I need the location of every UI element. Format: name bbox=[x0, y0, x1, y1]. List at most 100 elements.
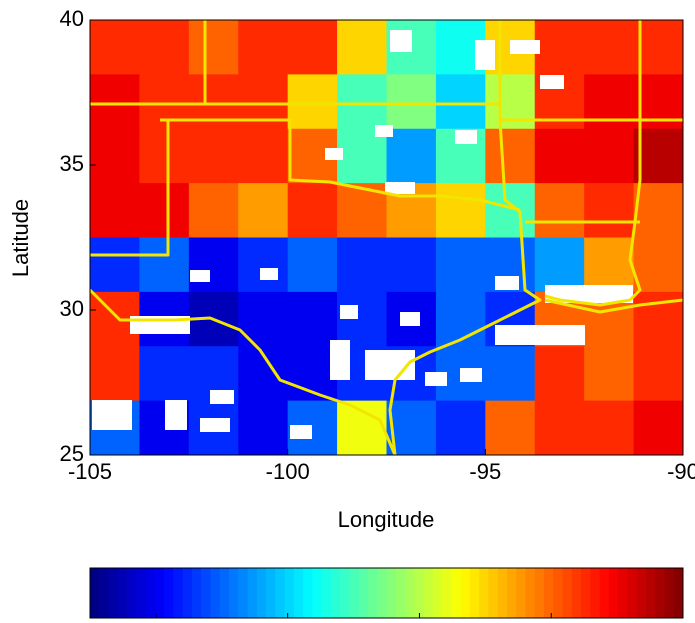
colorbar-swatch bbox=[182, 568, 193, 618]
colorbar-swatch bbox=[303, 568, 313, 618]
heatmap-cell bbox=[90, 128, 140, 184]
x-tick-label: -105 bbox=[68, 459, 112, 484]
colorbar-swatch bbox=[432, 568, 443, 618]
heatmap-cell bbox=[435, 183, 486, 238]
x-tick-label: -90 bbox=[667, 459, 695, 484]
heatmap-cell bbox=[435, 400, 486, 456]
colorbar-swatch bbox=[451, 568, 462, 618]
colorbar-swatch bbox=[599, 568, 610, 618]
x-tick-label: -100 bbox=[266, 459, 310, 484]
colorbar bbox=[90, 568, 684, 618]
colorbar-swatch bbox=[90, 568, 100, 618]
missing-data bbox=[510, 40, 540, 54]
colorbar-swatch bbox=[673, 568, 684, 618]
colorbar-swatch bbox=[618, 568, 628, 618]
colorbar-swatch bbox=[571, 568, 582, 618]
missing-data bbox=[340, 305, 358, 319]
colorbar-swatch bbox=[534, 568, 545, 618]
heatmap-cell bbox=[633, 237, 684, 293]
colorbar-swatch bbox=[173, 568, 184, 618]
heatmap-cell bbox=[238, 237, 289, 293]
colorbar-swatch bbox=[127, 568, 137, 618]
colorbar-swatch bbox=[117, 568, 128, 618]
colorbar-swatch bbox=[349, 568, 360, 618]
heatmap-cell bbox=[188, 128, 239, 184]
colorbar-swatch bbox=[479, 568, 489, 618]
heatmap-cell bbox=[337, 74, 387, 130]
heatmap-cell bbox=[287, 74, 338, 130]
heatmap-cell bbox=[139, 128, 190, 184]
colorbar-swatch bbox=[367, 568, 378, 618]
colorbar-swatch bbox=[164, 568, 174, 618]
colorbar-swatch bbox=[664, 568, 675, 618]
y-axis-label: Latitude bbox=[8, 199, 33, 277]
x-axis-label: Longitude bbox=[338, 507, 435, 532]
missing-data bbox=[455, 130, 477, 144]
colorbar-swatch bbox=[228, 568, 239, 618]
colorbar-swatch bbox=[590, 568, 601, 618]
colorbar-swatch bbox=[655, 568, 665, 618]
colorbar-swatch bbox=[386, 568, 397, 618]
border bbox=[544, 20, 642, 307]
colorbar-swatch bbox=[293, 568, 304, 618]
missing-data bbox=[200, 418, 230, 432]
y-tick-label: 35 bbox=[60, 151, 84, 176]
heatmap-cell bbox=[584, 237, 635, 293]
missing-data bbox=[210, 390, 234, 404]
heatmap-cell bbox=[238, 128, 289, 184]
heatmap-cell bbox=[386, 128, 437, 184]
heatmap-cell bbox=[386, 237, 437, 293]
heatmap-cell bbox=[485, 400, 536, 456]
colorbar-swatch bbox=[321, 568, 332, 618]
heatmap-cell bbox=[584, 183, 635, 238]
heatmap-cell bbox=[633, 183, 684, 238]
border bbox=[160, 118, 521, 212]
colorbar-swatch bbox=[154, 568, 165, 618]
colorbar-swatch bbox=[358, 568, 369, 618]
colorbar-frame bbox=[89, 567, 684, 619]
colorbar-swatch bbox=[497, 568, 508, 618]
missing-data bbox=[92, 400, 132, 430]
colorbar-swatch bbox=[256, 568, 267, 618]
colorbar-swatch bbox=[201, 568, 211, 618]
y-tick-label: 25 bbox=[60, 441, 84, 466]
heatmap-cell bbox=[287, 237, 338, 293]
heatmap-cell bbox=[435, 74, 486, 130]
colorbar-swatch bbox=[330, 568, 341, 618]
heatmap-cell bbox=[534, 128, 585, 184]
colorbar-swatch bbox=[645, 568, 656, 618]
heatmap-cell bbox=[534, 183, 585, 238]
border bbox=[88, 288, 397, 456]
heatmap-cell bbox=[534, 346, 585, 402]
colorbar-swatch bbox=[395, 568, 406, 618]
border bbox=[544, 298, 684, 314]
colorbar-swatch bbox=[608, 568, 619, 618]
colorbar-swatch bbox=[516, 568, 526, 618]
heatmap-cell bbox=[337, 400, 387, 456]
heatmap-cell bbox=[287, 183, 338, 238]
plot-frame bbox=[89, 19, 684, 456]
colorbar-swatch bbox=[405, 568, 415, 618]
colorbar-swatch bbox=[284, 568, 295, 618]
heatmap-cell bbox=[337, 237, 387, 293]
heatmap-cell bbox=[485, 346, 536, 402]
heatmap-cell bbox=[238, 291, 289, 347]
heatmap-cell bbox=[139, 20, 190, 75]
heatmap-cell bbox=[90, 20, 140, 75]
colorbar-swatch bbox=[377, 568, 387, 618]
heatmap-cell bbox=[139, 183, 190, 238]
heatmap-cell bbox=[287, 291, 338, 347]
missing-data bbox=[400, 312, 420, 326]
missing-data bbox=[375, 125, 393, 137]
heatmap-cell bbox=[584, 20, 635, 75]
colorbar-swatch bbox=[312, 568, 323, 618]
colorbar-swatch bbox=[275, 568, 286, 618]
missing-data bbox=[190, 270, 210, 282]
heatmap-cell bbox=[139, 237, 190, 293]
missing-data bbox=[260, 268, 278, 280]
colorbar-swatch bbox=[219, 568, 230, 618]
colorbar-swatch bbox=[238, 568, 249, 618]
colorbar-swatch bbox=[627, 568, 638, 618]
x-tick-label: -95 bbox=[469, 459, 501, 484]
